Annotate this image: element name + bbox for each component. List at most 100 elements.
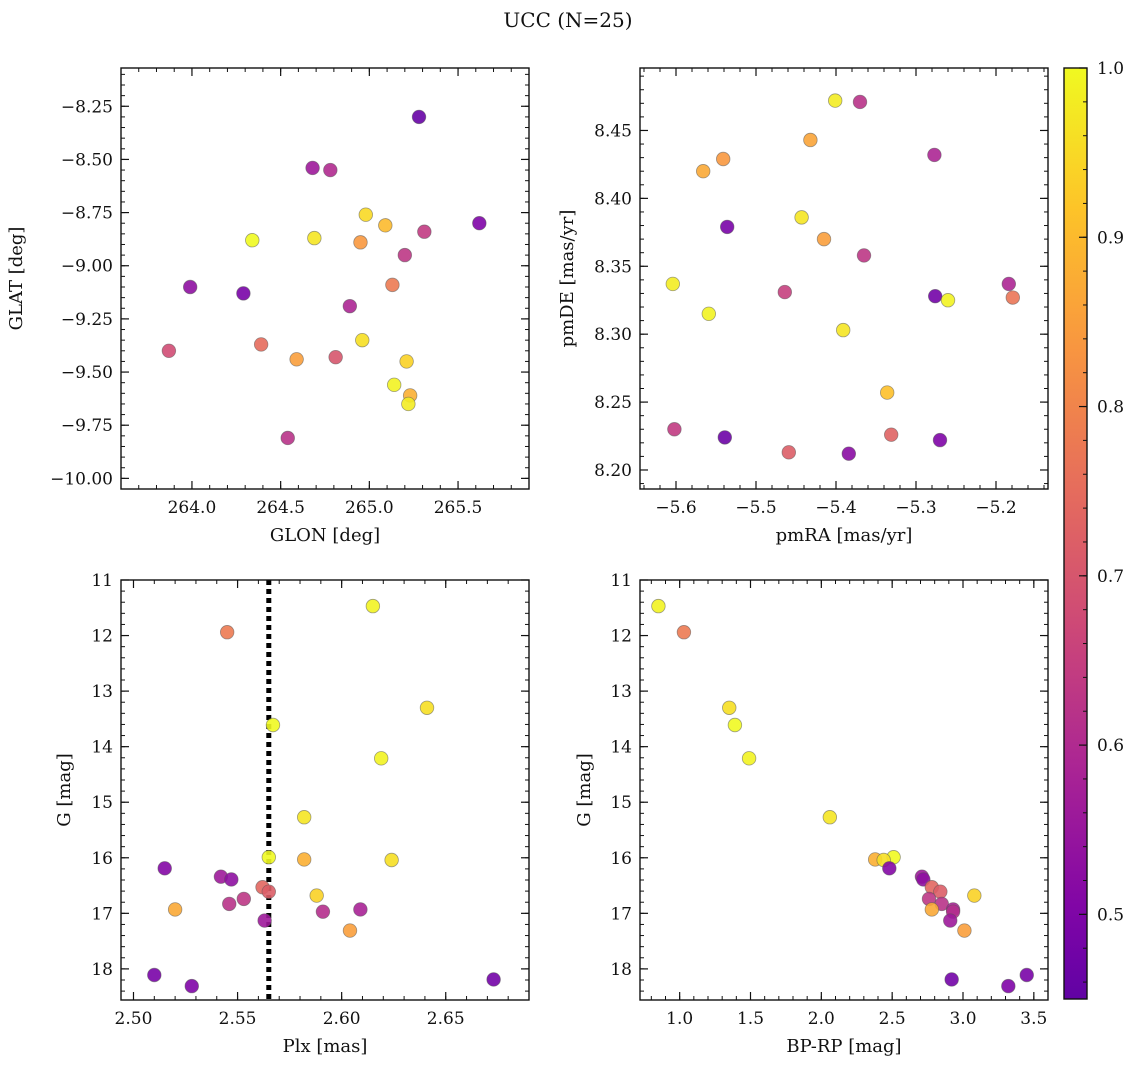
y-axis-label: G [mag] [574,753,595,826]
x-tick-label: 2.65 [427,1009,465,1029]
data-point [358,207,374,222]
data-point [236,891,252,907]
colorbar-tick-label: 0.9 [1097,228,1124,248]
colorbar-frame [1063,67,1088,1000]
y-tick-label: −9.00 [61,257,113,277]
data-point [803,132,818,148]
data-point [957,923,972,938]
data-point [822,810,838,825]
cmd-panel: 1.0 1.5 2.0 2.5 3.0 3.5 11 12 13 14 15 16 17 18 BP-RP … [574,571,1049,1057]
y-tick-label: 12 [610,627,632,647]
data-point [816,231,832,247]
data-point [374,751,389,766]
y-axis-label: G [mag] [54,753,75,826]
data-point [667,422,682,437]
y-tick-label: 8.45 [594,121,632,141]
data-point [720,219,735,235]
y-tick-label: 13 [91,682,113,702]
x-tick-label: 3.5 [1020,1009,1047,1029]
x-tick-label: 2.50 [115,1009,153,1029]
x-tick-label: 1.0 [666,1009,693,1029]
x-tick-label: −5.3 [895,498,936,518]
data-point [167,902,183,917]
data-point [924,902,940,917]
data-point [157,861,172,876]
y-tick-label: 17 [91,904,113,924]
data-point [882,861,897,876]
x-axis-label: BP-RP [mag] [786,1036,901,1057]
data-point [841,446,857,461]
x-tick-label: 2.5 [879,1009,906,1029]
data-point [928,288,943,304]
data-point [696,164,711,179]
data-point [355,332,370,348]
data-point [401,396,416,412]
y-tick-label: 8.40 [594,189,632,209]
data-point [884,427,899,442]
plot-frame [639,67,1049,490]
y-tick-label: −8.75 [61,204,113,224]
data-point [741,751,757,766]
data-point [852,94,868,110]
x-axis-label: GLON [deg] [270,525,380,546]
y-tick-label: 14 [91,738,113,758]
x-tick-label: 2.0 [808,1009,835,1029]
plot-frame [120,67,530,490]
data-point [261,884,276,899]
data-point [147,967,162,983]
x-tick-label: 264.5 [256,498,305,518]
data-point [716,151,731,167]
y-tick-label: 14 [610,738,632,758]
data-point [943,913,958,928]
data-point [880,385,895,400]
data-point [676,625,692,640]
data-point [309,888,324,903]
y-tick-label: 18 [610,960,632,980]
x-tick-label: 265.0 [345,498,394,518]
y-tick-label: 11 [91,571,113,591]
y-tick-label: −9.50 [61,363,113,383]
data-point [386,377,402,393]
data-point [161,343,177,358]
plot-frame [639,579,1049,1001]
plx-g-panel: 2.50 2.55 2.60 2.65 11 12 13 14 15 16 17 18 Plx [mas… [54,571,530,1057]
y-tick-label: −8.50 [61,150,113,170]
data-point [717,430,733,445]
data-point [182,279,198,295]
data-point [328,349,343,365]
y-axis-label: GLAT [deg] [6,227,27,331]
colorbar-tick-label: 0.6 [1097,736,1124,756]
data-point [296,810,312,825]
data-point [296,852,312,867]
data-point [701,306,717,322]
data-point [1019,967,1034,983]
pm-panel: −5.6 −5.5 −5.4 −5.3 −5.2 8.20 8.25 8.30 8.35 8.40… [557,67,1049,546]
data-point [289,352,304,367]
y-axis-label: pmDE [mas/yr] [557,210,578,348]
x-tick-label: 1.5 [737,1009,764,1029]
data-point [257,913,272,928]
x-axis-label: Plx [mas] [283,1036,368,1057]
colorbar-tick-label: 0.8 [1097,398,1124,418]
x-axis-label: pmRA [mas/yr] [776,525,913,546]
data-point [236,286,251,301]
y-tick-label: −8.25 [61,97,113,117]
data-point [184,978,199,994]
data-point [261,850,276,865]
y-tick-label: 15 [91,793,113,813]
y-tick-label: −9.25 [61,310,113,330]
x-tick-label: −5.5 [735,498,776,518]
data-point [342,923,358,938]
data-point [307,230,322,246]
colorbar: 0.5 0.6 0.7 0.8 0.9 1.0 [1063,59,1124,1000]
x-tick-label: 3.0 [949,1009,976,1029]
data-point [727,717,743,733]
y-tick-label: −10.00 [50,469,113,489]
y-tick-label: 11 [610,571,632,591]
data-point [265,717,281,733]
data-point [1005,290,1021,305]
data-point [245,233,260,248]
data-point [280,430,295,446]
data-point [932,432,948,448]
